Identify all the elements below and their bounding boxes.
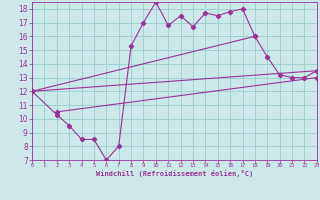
X-axis label: Windchill (Refroidissement éolien,°C): Windchill (Refroidissement éolien,°C) (96, 170, 253, 177)
